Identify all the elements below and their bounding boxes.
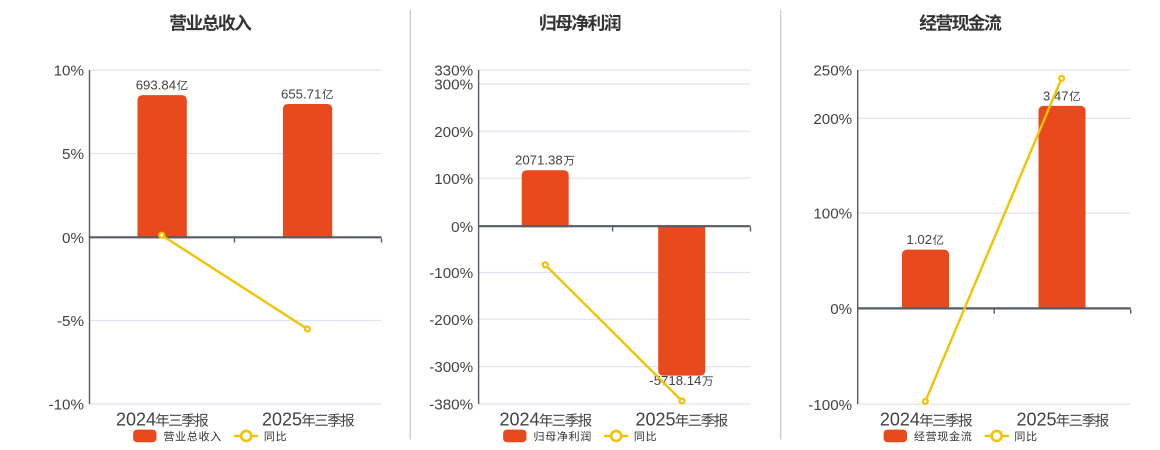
svg-text:-100%: -100% (429, 265, 473, 282)
svg-text:-10%: -10% (49, 397, 84, 414)
svg-text:10%: 10% (54, 63, 84, 80)
svg-text:0%: 0% (451, 219, 473, 236)
svg-text:2025: 2025 (1017, 410, 1057, 430)
svg-text:250%: 250% (813, 63, 852, 80)
svg-text:100%: 100% (434, 171, 473, 188)
svg-text:-100%: -100% (808, 397, 852, 414)
svg-text:330%: 330% (434, 63, 473, 80)
svg-text:2025: 2025 (636, 410, 676, 430)
svg-text:200%: 200% (813, 111, 852, 128)
svg-text:655.71: 655.71 (281, 87, 321, 102)
svg-text:-5%: -5% (57, 313, 84, 330)
svg-text:2024: 2024 (880, 410, 920, 430)
svg-text:0%: 0% (62, 230, 84, 247)
svg-text:-5718.14: -5718.14 (649, 373, 701, 388)
svg-text:693.84: 693.84 (136, 78, 176, 93)
svg-text:2024: 2024 (500, 410, 540, 430)
svg-text:0%: 0% (830, 301, 852, 318)
svg-text:-380%: -380% (429, 397, 473, 414)
svg-text:2025: 2025 (262, 410, 302, 430)
svg-text:200%: 200% (434, 124, 473, 141)
svg-text:-300%: -300% (429, 359, 473, 376)
svg-text:300%: 300% (434, 77, 473, 94)
svg-text:2071.38: 2071.38 (515, 153, 563, 168)
svg-text:3.47: 3.47 (1043, 88, 1069, 103)
svg-text:-200%: -200% (429, 312, 473, 329)
svg-text:5%: 5% (62, 146, 84, 163)
svg-text:2024: 2024 (116, 410, 156, 430)
svg-text:1.02: 1.02 (906, 232, 932, 247)
svg-text:100%: 100% (813, 206, 852, 223)
